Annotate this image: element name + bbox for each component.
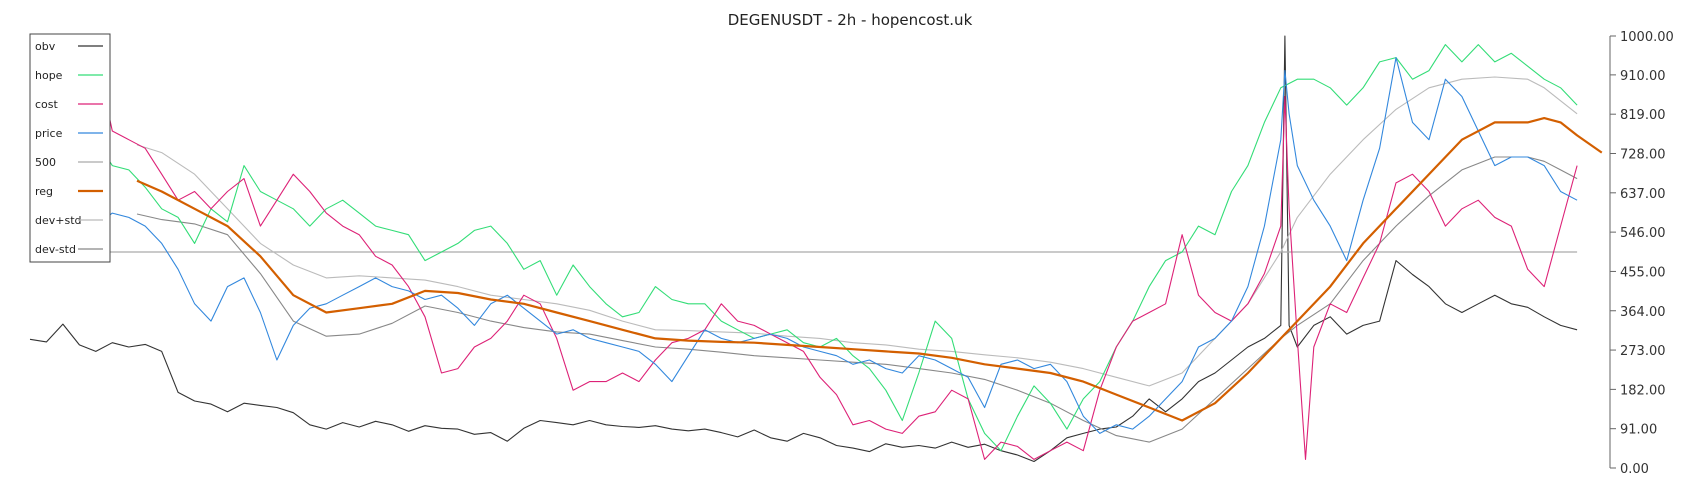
legend-label: dev-std [35,243,76,256]
chart-title: DEGENUSDT - 2h - hopencost.uk [728,11,973,29]
series-line-hope [29,44,1578,452]
series-line-reg [136,117,1603,422]
series-line-price [29,57,1578,434]
legend-label: cost [35,98,59,111]
legend-label: reg [35,185,53,198]
y-tick-label: 182.00 [1620,383,1666,398]
legend-label: hope [35,69,63,82]
series-layer [29,35,1603,463]
y-tick-label: 91.00 [1620,423,1657,438]
legend-label: obv [35,40,56,53]
y-tick-label: 819.00 [1620,108,1666,123]
legend-label: price [35,127,63,140]
series-line-dev-std [136,156,1578,443]
y-tick-label: 273.00 [1620,344,1666,359]
y-axis: 1000.00 910.00 819.00 728.00 637.00 546.00 455… [1609,30,1674,477]
y-tick-label: 637.00 [1620,187,1666,202]
series-line-dev-std [136,76,1578,387]
y-tick-label: 910.00 [1620,69,1666,84]
y-tick-label: 1000.00 [1620,30,1674,45]
y-tick-label: 728.00 [1620,148,1666,163]
series-line-obv [29,35,1578,463]
y-tick-label: 546.00 [1620,226,1666,241]
legend: obv hope cost price 500 reg dev+std dev-std [29,33,111,263]
legend-box [29,33,111,263]
y-tick-label: 0.00 [1620,462,1649,477]
legend-label: dev+std [35,214,82,227]
y-tick-label: 455.00 [1620,265,1666,280]
legend-label: 500 [35,156,56,169]
series-line-cost [29,35,1578,460]
y-tick-label: 364.00 [1620,305,1666,320]
